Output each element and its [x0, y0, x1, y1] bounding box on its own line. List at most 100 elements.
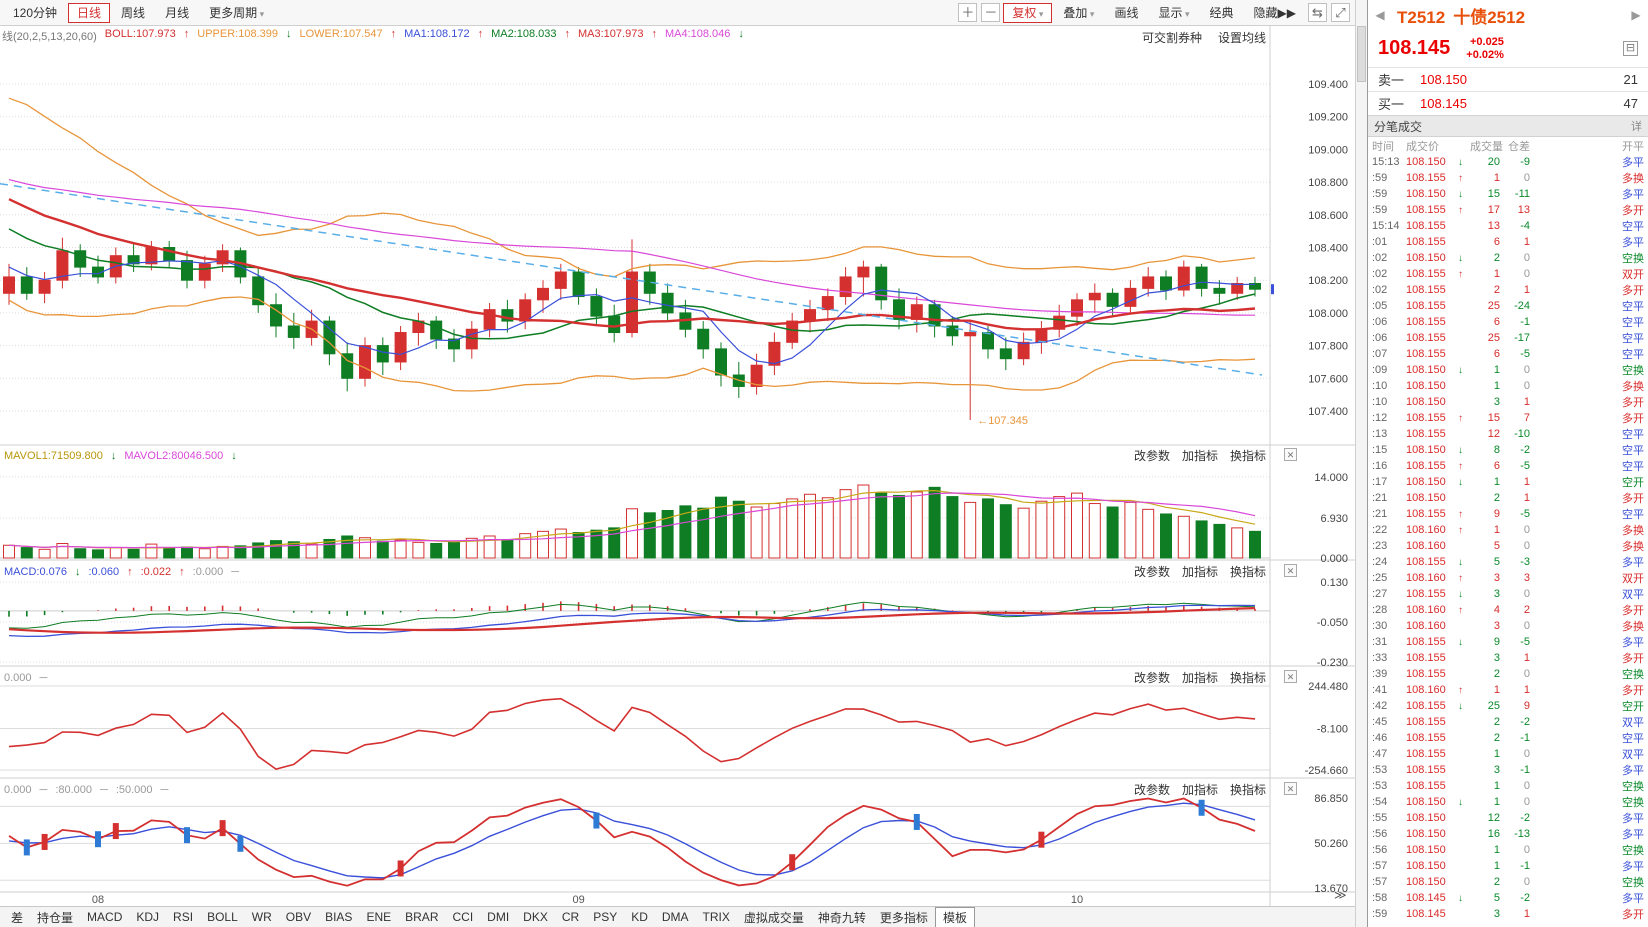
- toolbar-button-画线[interactable]: 画线: [1114, 5, 1139, 20]
- tab-MACD[interactable]: MACD: [87, 910, 123, 924]
- fullscreen-icon[interactable]: ⤢: [1331, 3, 1350, 22]
- kdj-add-indicator-link[interactable]: 加指标: [1181, 783, 1218, 797]
- tick-row[interactable]: :30 108.160 3 0 多换: [1368, 618, 1648, 634]
- tab-OBV[interactable]: OBV: [285, 910, 312, 924]
- vol-edit-params-link[interactable]: 改参数: [1133, 449, 1170, 463]
- period-button-120分钟[interactable]: 120分钟: [13, 5, 58, 20]
- macd-switch-indicator-link[interactable]: 换指标: [1229, 565, 1266, 579]
- macd-edit-params-link[interactable]: 改参数: [1133, 565, 1170, 579]
- period-button-更多周期[interactable]: 更多周期 ▾: [209, 5, 265, 20]
- deliverable-bonds-link[interactable]: 可交割券种: [1141, 31, 1202, 45]
- tick-row[interactable]: :41 108.160 ↑ 1 1 多开: [1368, 682, 1648, 698]
- tab-更多指标[interactable]: 更多指标: [879, 910, 928, 925]
- detail-link[interactable]: 详: [1631, 121, 1642, 133]
- tab-TRIX[interactable]: TRIX: [702, 910, 730, 924]
- expand-bottom-icon[interactable]: ≫: [1334, 888, 1347, 902]
- scrollbar-thumb[interactable]: [1357, 26, 1366, 82]
- tick-row[interactable]: :21 108.155 ↑ 9 -5 空平: [1368, 506, 1648, 522]
- collapse-icon[interactable]: ⊟: [1623, 41, 1638, 56]
- tick-row[interactable]: :21 108.150 2 1 多开: [1368, 490, 1648, 506]
- tick-row[interactable]: :53 108.155 3 -1 多平: [1368, 762, 1648, 778]
- tab-KDJ[interactable]: KDJ: [136, 910, 160, 924]
- vertical-scrollbar[interactable]: [1355, 0, 1368, 927]
- tick-row[interactable]: :23 108.160 5 0 多换: [1368, 538, 1648, 554]
- tab-BRAR[interactable]: BRAR: [405, 910, 439, 924]
- tab-持仓量[interactable]: 持仓量: [37, 910, 74, 925]
- tick-row[interactable]: :28 108.160 ↑ 4 2 多开: [1368, 602, 1648, 618]
- tick-row[interactable]: :42 108.155 ↓ 25 9 空开: [1368, 698, 1648, 714]
- tick-row[interactable]: :55 108.150 12 -2 多平: [1368, 810, 1648, 826]
- tick-row[interactable]: :22 108.160 ↑ 1 0 多换: [1368, 522, 1648, 538]
- tick-row[interactable]: :33 108.155 3 1 多开: [1368, 650, 1648, 666]
- tick-row[interactable]: :12 108.155 ↑ 15 7 多开: [1368, 410, 1648, 426]
- tick-row[interactable]: :27 108.155 ↓ 3 0 双平: [1368, 586, 1648, 602]
- kdj-switch-indicator-link[interactable]: 换指标: [1229, 783, 1266, 797]
- tick-row[interactable]: :59 108.155 ↑ 1 0 多换: [1368, 170, 1648, 186]
- tick-row[interactable]: 15:14 108.155 13 -4 空平: [1368, 218, 1648, 234]
- period-button-月线[interactable]: 月线: [165, 5, 190, 20]
- tab-CR[interactable]: CR: [561, 910, 580, 924]
- tick-row[interactable]: :54 108.150 ↓ 1 0 空换: [1368, 794, 1648, 810]
- tick-row[interactable]: :02 108.150 ↓ 2 0 空换: [1368, 250, 1648, 266]
- tick-row[interactable]: :56 108.150 1 0 空换: [1368, 842, 1648, 858]
- tick-row[interactable]: :09 108.150 ↓ 1 0 空换: [1368, 362, 1648, 378]
- tick-row[interactable]: :05 108.155 25 -24 空平: [1368, 298, 1648, 314]
- tick-row[interactable]: :07 108.155 6 -5 空平: [1368, 346, 1648, 362]
- ma-settings-link[interactable]: 设置均线: [1217, 31, 1266, 45]
- tab-DMI[interactable]: DMI: [487, 910, 510, 924]
- tab-ENE[interactable]: ENE: [366, 910, 392, 924]
- tab-模板[interactable]: 模板: [934, 907, 975, 927]
- tab-DKX[interactable]: DKX: [523, 910, 548, 924]
- tick-row[interactable]: :46 108.155 2 -1 空平: [1368, 730, 1648, 746]
- tab-RSI[interactable]: RSI: [173, 910, 194, 924]
- tab-BIAS[interactable]: BIAS: [325, 910, 353, 924]
- tick-row[interactable]: :39 108.155 2 0 空换: [1368, 666, 1648, 682]
- kdj-close-panel-icon[interactable]: ✕: [1284, 782, 1297, 795]
- osc-close-panel-icon[interactable]: ✕: [1284, 670, 1297, 683]
- period-button-周线[interactable]: 周线: [121, 5, 146, 20]
- osc-add-indicator-link[interactable]: 加指标: [1181, 671, 1218, 685]
- tick-row[interactable]: :58 108.145 ↓ 5 -2 多平: [1368, 890, 1648, 906]
- tick-row[interactable]: :57 108.150 1 -1 多平: [1368, 858, 1648, 874]
- tick-row[interactable]: :06 108.155 6 -1 空平: [1368, 314, 1648, 330]
- tab-CCI[interactable]: CCI: [452, 910, 474, 924]
- macd-close-panel-icon[interactable]: ✕: [1284, 564, 1297, 577]
- toolbar-button-复权[interactable]: 复权 ▾: [1003, 2, 1053, 23]
- period-button-日线[interactable]: 日线: [68, 2, 111, 23]
- zoom-out-button[interactable]: －: [981, 3, 1001, 22]
- tick-row[interactable]: :13 108.155 12 -10 空平: [1368, 426, 1648, 442]
- tick-row[interactable]: :24 108.155 ↓ 5 -3 多平: [1368, 554, 1648, 570]
- zoom-in-button[interactable]: ＋: [958, 3, 978, 22]
- tick-row[interactable]: :01 108.155 6 1 多平: [1368, 234, 1648, 250]
- tick-list[interactable]: 15:13 108.150 ↓ 20 -9 多平:59 108.155 ↑ 1 0 多换:59 108…: [1368, 154, 1648, 927]
- next-contract-icon[interactable]: ▶: [1631, 8, 1641, 22]
- toolbar-button-隐藏▶▶[interactable]: 隐藏▶▶: [1253, 5, 1296, 20]
- tab-差[interactable]: 差: [11, 910, 24, 925]
- tick-row[interactable]: :06 108.155 25 -17 空平: [1368, 330, 1648, 346]
- tick-row[interactable]: :15 108.150 ↓ 8 -2 空平: [1368, 442, 1648, 458]
- tick-row[interactable]: :56 108.150 16 -13 多平: [1368, 826, 1648, 842]
- tick-row[interactable]: :10 108.150 3 1 多开: [1368, 394, 1648, 410]
- tab-神奇九转[interactable]: 神奇九转: [817, 910, 866, 925]
- tick-row[interactable]: :53 108.155 1 0 空换: [1368, 778, 1648, 794]
- toolbar-button-叠加[interactable]: 叠加 ▾: [1063, 5, 1095, 20]
- tick-row[interactable]: :45 108.155 2 -2 双平: [1368, 714, 1648, 730]
- tab-PSY[interactable]: PSY: [593, 910, 618, 924]
- tick-row[interactable]: :59 108.150 ↓ 15 -11 多平: [1368, 186, 1648, 202]
- tick-row[interactable]: :25 108.160 ↑ 3 3 双开: [1368, 570, 1648, 586]
- tick-row[interactable]: :57 108.150 2 0 空换: [1368, 874, 1648, 890]
- macd-add-indicator-link[interactable]: 加指标: [1181, 565, 1218, 579]
- kdj-edit-params-link[interactable]: 改参数: [1133, 783, 1170, 797]
- tab-BOLL[interactable]: BOLL: [207, 910, 238, 924]
- tick-row[interactable]: :31 108.155 ↓ 9 -5 多平: [1368, 634, 1648, 650]
- tick-row[interactable]: :10 108.150 1 0 多换: [1368, 378, 1648, 394]
- tick-row[interactable]: 15:13 108.150 ↓ 20 -9 多平: [1368, 154, 1648, 170]
- osc-switch-indicator-link[interactable]: 换指标: [1229, 671, 1266, 685]
- toolbar-button-经典[interactable]: 经典: [1209, 5, 1234, 20]
- vol-add-indicator-link[interactable]: 加指标: [1181, 449, 1218, 463]
- tick-row[interactable]: :16 108.155 ↑ 6 -5 空平: [1368, 458, 1648, 474]
- vol-switch-indicator-link[interactable]: 换指标: [1229, 449, 1266, 463]
- osc-edit-params-link[interactable]: 改参数: [1133, 671, 1170, 685]
- tick-row[interactable]: :17 108.150 ↓ 1 1 空开: [1368, 474, 1648, 490]
- tab-KD[interactable]: KD: [631, 910, 648, 924]
